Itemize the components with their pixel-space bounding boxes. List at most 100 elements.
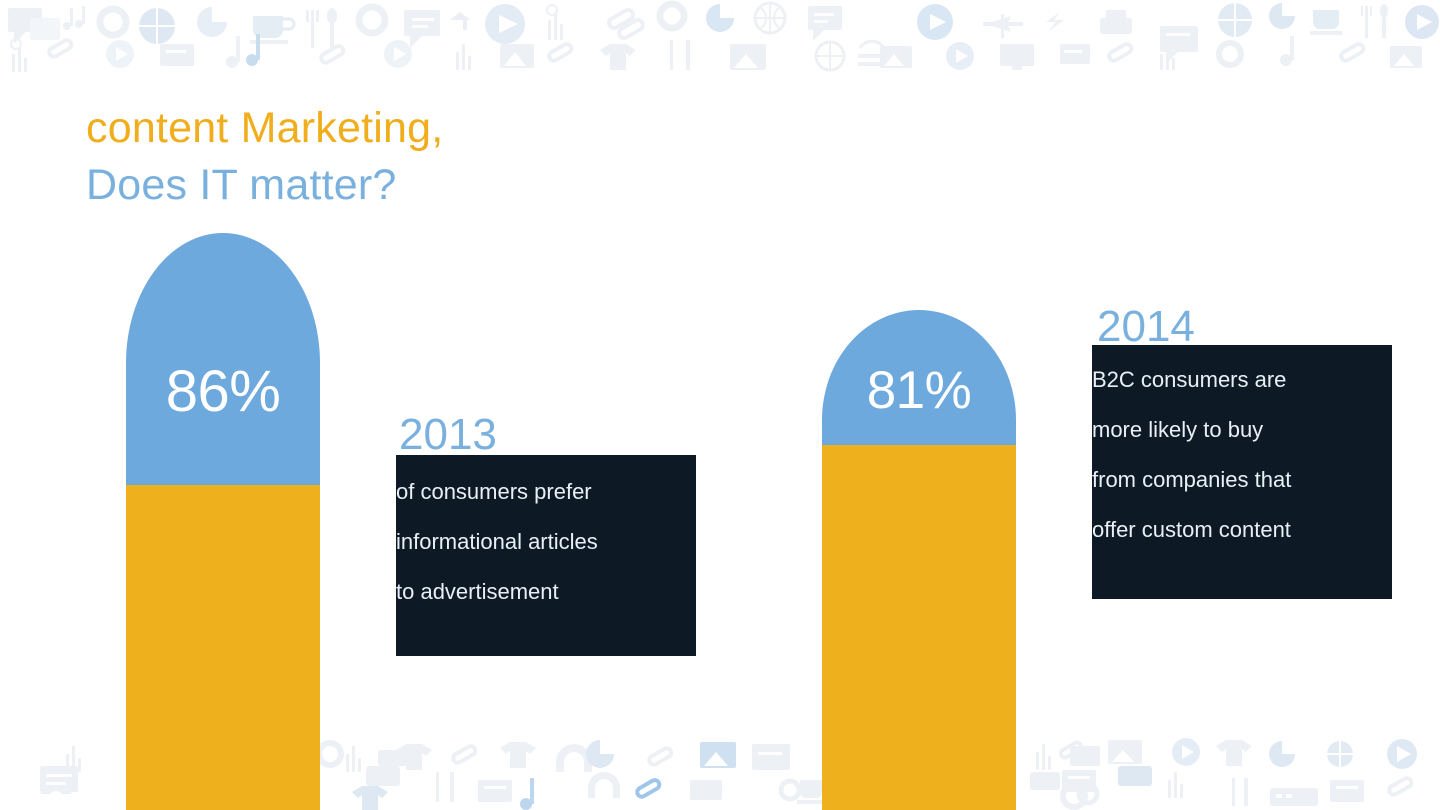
year-label-2014: 2014 (1097, 302, 1195, 351)
bar-chart-icon (346, 746, 361, 772)
cutlery-icon (436, 772, 454, 802)
coffee-cup-icon (797, 780, 825, 804)
camera-icon (40, 788, 72, 805)
slide-title: content Marketing, Does IT matter? (86, 100, 443, 214)
gear-icon (355, 3, 389, 37)
speech-bubble-icon (752, 744, 790, 770)
gear-icon (1216, 40, 1244, 68)
note-box-2013: of consumers prefer informational articl… (396, 455, 696, 656)
image-icon (700, 742, 736, 768)
speech-bubble-icon (160, 44, 194, 66)
pie-chart-icon (586, 740, 614, 768)
keyboard-icon (1270, 788, 1318, 806)
headphones-icon (588, 772, 620, 798)
bar-chart-icon (546, 4, 563, 40)
link-icon (1107, 42, 1134, 63)
t-shirt-icon (352, 786, 388, 810)
music-note-icon (226, 34, 260, 68)
note-box-2014-line-2: more likely to buy (1092, 417, 1264, 442)
play-button-icon (106, 40, 134, 68)
printer-icon (378, 750, 408, 766)
top-icon-pattern-band (0, 0, 1440, 78)
image-icon (880, 46, 912, 68)
speech-bubble-icon (1060, 44, 1090, 64)
bar-2014: 81% (822, 310, 1016, 810)
link-icon (635, 778, 662, 799)
link-icon (451, 744, 478, 765)
bar-2013-yellow-segment (126, 485, 320, 810)
pie-chart-icon (197, 7, 227, 37)
music-note-icon (63, 6, 85, 30)
globe-icon (139, 8, 175, 44)
image-icon (730, 44, 766, 70)
airplane-icon (983, 14, 1023, 38)
t-shirt-icon (396, 744, 432, 770)
printer-icon (1030, 772, 1060, 790)
link-icon (1387, 776, 1414, 797)
bar-chart-icon (1036, 744, 1051, 770)
lamp-icon (450, 12, 470, 30)
note-box-2014-line-4: offer custom content (1092, 517, 1291, 542)
pie-chart-icon (1269, 3, 1295, 29)
note-box-2013-line-2: informational articles (396, 529, 598, 554)
coffee-cup-icon (1310, 10, 1342, 35)
image-icon (1108, 740, 1142, 764)
speech-bubble-icon (1330, 780, 1364, 802)
link-icon (1058, 740, 1084, 760)
link-icon (1339, 42, 1366, 63)
note-box-2014-line-3: from companies that (1092, 467, 1292, 492)
image-icon (1390, 46, 1422, 68)
link-icon (607, 8, 645, 40)
bar-chart-icon (66, 746, 81, 772)
cutlery-icon (1361, 4, 1388, 38)
globe-icon (1218, 3, 1252, 37)
bar-chart-icon (1160, 46, 1175, 70)
gear-icon (1076, 782, 1100, 806)
note-box-2013-line-1: of consumers prefer (396, 479, 592, 504)
speech-bubble-icon (40, 766, 78, 792)
bar-2013: 86% (126, 233, 320, 810)
cutlery-icon (670, 40, 690, 70)
speech-bubble-icon (1062, 770, 1096, 792)
link-icon (647, 746, 674, 767)
play-button-icon (917, 4, 953, 40)
basketball-icon (753, 1, 787, 35)
bar-2014-value-label: 81% (866, 361, 972, 420)
gear-icon (778, 778, 802, 802)
title-line-2: Does IT matter? (86, 161, 397, 209)
bar-2013-value-label: 86% (165, 359, 281, 424)
play-button-icon (384, 40, 412, 68)
play-button-icon (485, 4, 525, 44)
speech-bubble-icon (478, 780, 512, 802)
t-shirt-icon (600, 44, 636, 70)
year-label-2013: 2013 (399, 410, 497, 459)
play-button-icon (1387, 739, 1417, 769)
speech-bubble-icon (1160, 26, 1198, 64)
note-box-2014-line-1: B2C consumers are (1092, 367, 1287, 392)
play-button-icon (1172, 738, 1200, 766)
basketball-icon (814, 40, 846, 72)
monitor-icon (1000, 44, 1034, 70)
link-icon (319, 44, 346, 65)
link-icon (47, 38, 74, 59)
printer-icon (1118, 766, 1152, 786)
bar-chart-icon (1168, 772, 1183, 798)
cutlery-icon (306, 8, 337, 48)
t-shirt-icon (500, 742, 536, 768)
headphones-icon (556, 744, 592, 772)
music-note-icon (520, 778, 534, 810)
cutlery-icon (1232, 778, 1248, 806)
gear-icon (316, 740, 344, 768)
note-box-2013-line-3: to advertisement (396, 579, 559, 604)
music-note-icon (1280, 36, 1294, 66)
lightning-icon (1046, 12, 1064, 32)
pie-chart-icon (1269, 741, 1295, 767)
play-button-icon (1405, 5, 1439, 39)
gear-icon (1060, 782, 1088, 810)
gear-icon (96, 5, 130, 39)
monitor-icon (690, 780, 722, 800)
pie-chart-icon (706, 4, 734, 32)
link-icon (547, 42, 574, 63)
t-shirt-icon (1216, 740, 1252, 766)
